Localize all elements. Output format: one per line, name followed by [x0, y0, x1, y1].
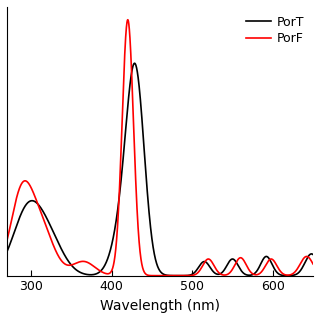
Line: PorF: PorF — [7, 20, 313, 276]
PorF — [40, 213, 44, 217]
PorF — [58, 257, 62, 260]
PorF — [305, 255, 309, 259]
X-axis label: Wavelength (nm): Wavelength (nm) — [100, 299, 220, 313]
PorT — [136, 72, 140, 76]
PorT — [272, 267, 276, 270]
PorF — [123, 61, 126, 65]
PorF — [311, 262, 315, 266]
PorT — [40, 208, 44, 212]
PorF — [167, 274, 171, 277]
PorT — [177, 274, 181, 277]
PorT — [311, 252, 315, 256]
PorT — [58, 244, 62, 248]
PorF — [126, 18, 130, 22]
PorF — [272, 260, 276, 263]
PorT — [305, 256, 309, 260]
PorT — [5, 250, 9, 254]
PorF — [5, 239, 9, 243]
Legend: PorT, PorF: PorT, PorF — [243, 13, 307, 48]
PorT — [132, 61, 136, 65]
PorF — [136, 219, 140, 223]
PorT — [123, 143, 126, 147]
Line: PorT: PorT — [7, 63, 313, 276]
